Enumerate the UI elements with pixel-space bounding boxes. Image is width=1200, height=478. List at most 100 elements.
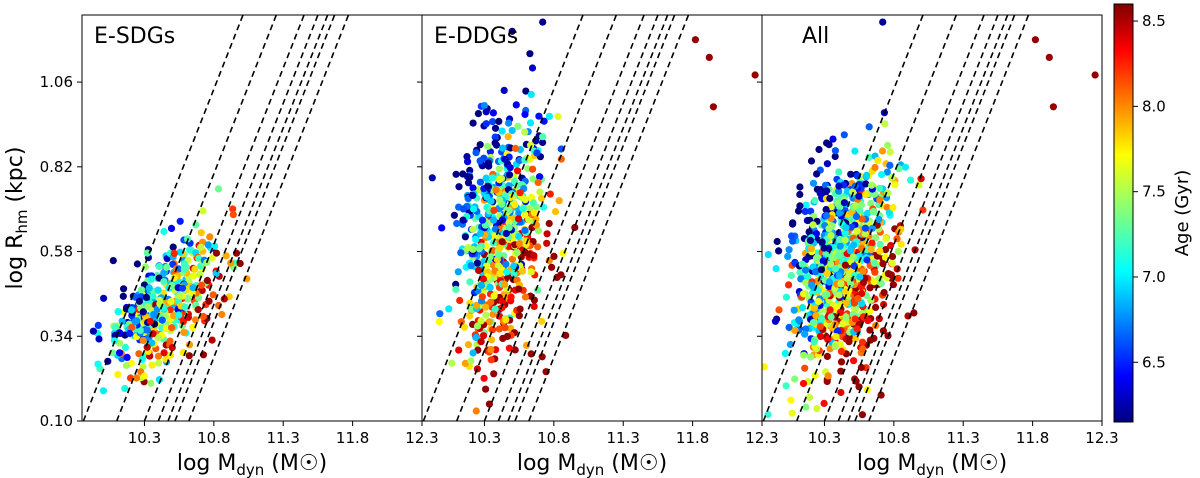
data-point xyxy=(197,229,205,237)
dashed-line xyxy=(528,15,690,421)
data-point xyxy=(514,122,522,130)
data-point xyxy=(886,148,894,156)
data-point xyxy=(158,316,166,324)
data-point xyxy=(867,245,875,253)
data-point xyxy=(787,271,795,280)
data-point xyxy=(876,247,884,255)
data-point xyxy=(464,179,473,187)
data-point xyxy=(209,291,217,299)
data-point xyxy=(133,260,141,268)
data-point xyxy=(525,216,533,224)
data-point xyxy=(136,326,145,334)
data-point xyxy=(534,227,543,235)
data-point xyxy=(917,175,925,183)
data-point xyxy=(499,144,507,152)
data-point xyxy=(823,160,832,168)
data-point xyxy=(478,293,486,301)
data-point xyxy=(877,391,885,399)
data-point xyxy=(487,298,495,306)
x-tick-label: 12.3 xyxy=(405,429,438,447)
data-point xyxy=(871,163,879,172)
data-point xyxy=(858,424,865,431)
data-point xyxy=(837,388,845,397)
data-point xyxy=(775,306,783,314)
data-point xyxy=(535,112,543,120)
data-point xyxy=(867,199,875,207)
data-point xyxy=(820,399,828,407)
data-point xyxy=(191,316,200,324)
data-point xyxy=(1049,103,1057,111)
data-point xyxy=(879,260,887,268)
plot-area-panel-3 xyxy=(762,15,1099,442)
data-point xyxy=(109,257,117,265)
data-point xyxy=(538,353,546,361)
data-point xyxy=(477,338,485,346)
data-point xyxy=(143,343,151,351)
data-point xyxy=(543,230,551,238)
data-point xyxy=(858,338,867,346)
data-point xyxy=(882,235,890,243)
data-point xyxy=(477,317,485,325)
data-point xyxy=(816,322,824,330)
data-point xyxy=(790,306,798,314)
data-point xyxy=(500,280,508,288)
data-point xyxy=(496,269,504,278)
data-point xyxy=(764,410,772,419)
data-point xyxy=(473,259,481,267)
data-point xyxy=(810,304,818,312)
colorbar-ticks: 6.5 7.0 7.5 8.0 8.5 xyxy=(1133,12,1166,371)
data-point xyxy=(147,379,155,387)
data-point xyxy=(526,50,534,58)
data-point xyxy=(510,262,518,270)
data-point xyxy=(858,411,867,419)
data-point xyxy=(146,317,154,325)
data-point xyxy=(114,371,122,379)
data-point xyxy=(121,343,130,351)
data-point xyxy=(879,18,887,26)
data-point xyxy=(789,220,797,228)
data-point xyxy=(802,266,810,274)
data-point xyxy=(529,199,538,207)
data-point xyxy=(837,280,845,288)
data-point xyxy=(782,382,790,390)
data-point xyxy=(815,145,823,154)
dashed-line xyxy=(795,15,958,421)
data-point xyxy=(508,27,516,35)
data-point xyxy=(772,265,780,273)
data-point xyxy=(865,123,873,131)
x-tick-label: 11.3 xyxy=(607,429,640,447)
data-point xyxy=(469,119,477,127)
data-point xyxy=(798,260,806,268)
data-point xyxy=(503,268,511,276)
data-point xyxy=(197,243,205,251)
data-point xyxy=(791,327,799,335)
data-point xyxy=(500,86,508,94)
data-point xyxy=(501,155,509,164)
x-tick-label: 10.3 xyxy=(128,429,161,447)
data-point xyxy=(842,313,850,321)
data-point xyxy=(482,120,490,128)
data-point xyxy=(94,321,102,329)
data-point xyxy=(452,285,460,293)
data-point xyxy=(783,435,790,442)
data-point xyxy=(139,362,147,371)
x-tick-label: 11.3 xyxy=(947,429,980,447)
data-point xyxy=(553,273,561,281)
data-point xyxy=(534,243,542,251)
data-point xyxy=(839,320,847,328)
data-point xyxy=(490,206,498,215)
data-point xyxy=(459,170,467,178)
data-point xyxy=(709,103,718,111)
data-point xyxy=(784,252,792,260)
data-point xyxy=(505,206,513,214)
data-point xyxy=(888,253,897,261)
data-point xyxy=(467,262,475,270)
data-point xyxy=(862,180,870,188)
data-point xyxy=(831,147,840,155)
data-point xyxy=(469,191,477,199)
colorbar-tick-label: 7.0 xyxy=(1142,268,1166,286)
data-point xyxy=(199,312,207,321)
data-point xyxy=(836,235,844,243)
data-point xyxy=(876,278,884,286)
data-point xyxy=(180,328,188,336)
